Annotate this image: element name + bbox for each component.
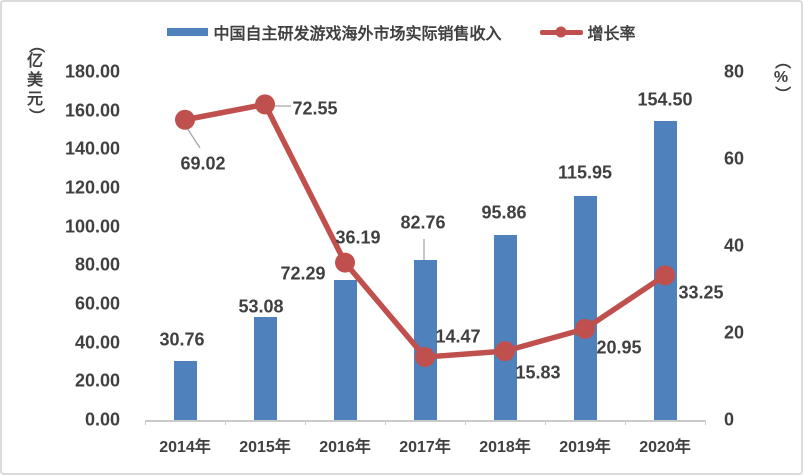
left-axis-tick-label: 140.00 bbox=[64, 138, 120, 159]
growth-rate-data-label: 14.47 bbox=[435, 326, 481, 347]
x-axis-tick-mark bbox=[545, 420, 546, 425]
growth-rate-data-label: 33.25 bbox=[678, 282, 724, 303]
x-axis-category-label: 2017年 bbox=[399, 439, 451, 456]
x-axis-category-label: 2016年 bbox=[319, 439, 371, 456]
revenue-data-label: 115.95 bbox=[557, 162, 613, 183]
bar-series-swatch bbox=[167, 28, 209, 36]
left-axis-tick-label: 160.00 bbox=[64, 100, 120, 121]
x-axis-line bbox=[145, 420, 705, 422]
growth-rate-data-label: 15.83 bbox=[515, 362, 561, 383]
revenue-bar bbox=[253, 317, 277, 420]
growth-rate-data-label: 36.19 bbox=[335, 227, 381, 248]
right-axis-tick-label: 60 bbox=[724, 148, 745, 169]
right-axis-tick-label: 40 bbox=[724, 235, 745, 256]
left-axis-tick-label: 100.00 bbox=[64, 216, 120, 237]
revenue-data-label: 82.76 bbox=[400, 212, 446, 233]
revenue-data-label: 30.76 bbox=[159, 329, 205, 350]
growth-rate-data-label: 69.02 bbox=[180, 153, 226, 174]
x-axis-tick-mark bbox=[625, 420, 626, 425]
right-axis-title: （%） bbox=[770, 52, 792, 103]
data-label-leader-line bbox=[186, 127, 201, 149]
left-axis-tick-label: 120.00 bbox=[64, 177, 120, 198]
growth-rate-marker bbox=[255, 94, 275, 115]
left-axis-tick-label: 80.00 bbox=[74, 254, 120, 275]
legend-item-revenue: 中国自主研发游戏海外市场实际销售收入 bbox=[167, 20, 502, 44]
revenue-bar bbox=[333, 280, 357, 420]
left-axis-title-char: 元 bbox=[26, 91, 43, 108]
left-axis-tick-label: 40.00 bbox=[74, 332, 120, 353]
right-axis-title-char: % bbox=[773, 69, 789, 86]
left-axis-tick-label: 20.00 bbox=[74, 370, 120, 391]
x-axis-category-label: 2018年 bbox=[479, 439, 531, 456]
x-axis-tick-mark bbox=[145, 420, 146, 425]
revenue-bar bbox=[653, 121, 677, 420]
right-axis-title-char: （ bbox=[772, 52, 790, 70]
legend: 中国自主研发游戏海外市场实际销售收入 增长率 bbox=[2, 20, 801, 44]
growth-rate-data-label: 72.55 bbox=[292, 98, 338, 119]
x-axis-category-label: 2014年 bbox=[159, 439, 211, 456]
left-axis-title: （亿美元） bbox=[24, 36, 46, 124]
revenue-data-label: 53.08 bbox=[238, 296, 284, 317]
x-axis-tick-mark bbox=[225, 420, 226, 425]
x-axis-category-label: 2020年 bbox=[639, 439, 691, 456]
x-axis-tick-mark bbox=[385, 420, 386, 425]
right-axis-title-char: ） bbox=[772, 85, 790, 103]
right-axis-tick-label: 20 bbox=[724, 322, 745, 343]
left-axis-title-char: 美 bbox=[26, 72, 43, 89]
left-axis-tick-label: 60.00 bbox=[74, 293, 120, 314]
x-axis-category-label: 2019年 bbox=[559, 439, 611, 456]
line-series-swatch bbox=[539, 26, 583, 38]
line-series-marker-dot bbox=[555, 26, 567, 38]
left-axis-tick-label: 0.00 bbox=[84, 409, 120, 430]
x-axis-category-label: 2015年 bbox=[239, 439, 291, 456]
left-axis-title-char: （ bbox=[26, 36, 44, 54]
revenue-bar bbox=[413, 259, 437, 420]
revenue-bar bbox=[173, 360, 197, 420]
right-axis-tick-label: 0 bbox=[724, 409, 735, 430]
revenue-bar bbox=[493, 234, 517, 420]
legend-label-revenue: 中国自主研发游戏海外市场实际销售收入 bbox=[213, 26, 502, 43]
right-axis-tick-label: 80 bbox=[724, 61, 745, 82]
revenue-data-label: 95.86 bbox=[481, 202, 527, 223]
x-axis-tick-mark bbox=[465, 420, 466, 425]
growth-rate-data-label: 20.95 bbox=[596, 337, 642, 358]
growth-rate-marker bbox=[335, 252, 355, 273]
growth-rate-marker bbox=[175, 109, 195, 130]
legend-item-growth: 增长率 bbox=[539, 20, 636, 44]
x-axis-tick-mark bbox=[705, 420, 706, 425]
legend-label-growth: 增长率 bbox=[587, 26, 636, 43]
left-axis-title-char: 亿 bbox=[26, 53, 43, 70]
x-axis-tick-mark bbox=[305, 420, 306, 425]
left-axis-tick-label: 180.00 bbox=[64, 61, 120, 82]
revenue-data-label: 72.29 bbox=[280, 263, 326, 284]
revenue-bar bbox=[573, 195, 597, 420]
revenue-data-label: 154.50 bbox=[637, 89, 693, 110]
